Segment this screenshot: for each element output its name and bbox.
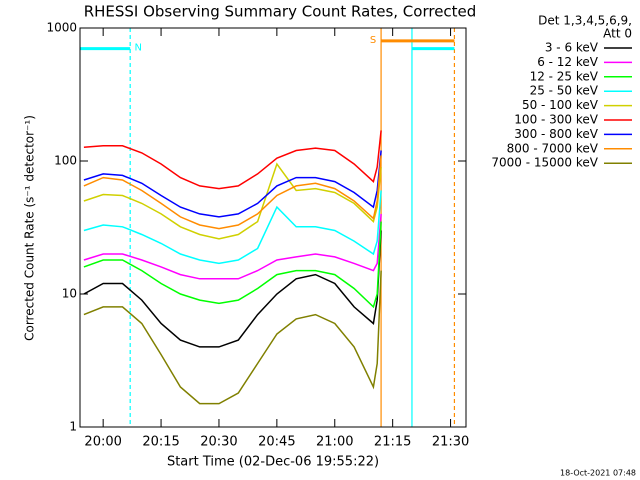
y-tick-label: 1: [69, 420, 77, 434]
series-line: [83, 190, 382, 265]
x-tick-label: 21:30: [432, 435, 469, 450]
series-line: [83, 155, 382, 230]
legend-label: 800 - 7000 keV: [507, 141, 599, 155]
legend-label: 3 - 6 keV: [545, 41, 599, 55]
series-line: [83, 221, 382, 309]
series-line: [83, 213, 382, 280]
series-line: [83, 162, 382, 240]
legend-header: Att 0: [603, 27, 632, 41]
y-axis-label: Corrected Count Rate (s⁻¹ detector⁻¹): [23, 115, 37, 341]
legend-label: 12 - 25 keV: [530, 69, 599, 83]
series-line: [83, 270, 382, 405]
legend-label: 300 - 800 keV: [514, 127, 598, 141]
legend-label: 6 - 12 keV: [537, 55, 599, 69]
x-tick-label: 21:15: [374, 435, 411, 450]
legend-label: 50 - 100 keV: [522, 98, 599, 112]
x-tick-label: 20:45: [258, 435, 295, 450]
legend-label: 7000 - 15000 keV: [491, 156, 598, 170]
x-axis-label: Start Time (02-Dec-06 19:55:22): [167, 455, 379, 470]
flag-label: N: [134, 43, 141, 54]
x-tick-label: 20:15: [142, 435, 179, 450]
series-line: [83, 130, 382, 190]
plot-frame: [79, 27, 467, 428]
series-line: [83, 150, 382, 218]
x-tick-label: 21:00: [316, 435, 353, 450]
x-tick-label: 20:30: [200, 435, 237, 450]
chart-title: RHESSI Observing Summary Count Rates, Co…: [84, 3, 477, 21]
timestamp: 18-Oct-2021 07:48: [560, 469, 636, 478]
x-tick-label: 20:00: [84, 435, 121, 450]
legend-label: 25 - 50 keV: [530, 84, 599, 98]
y-tick-label: 100: [54, 154, 77, 168]
legend-label: 100 - 300 keV: [514, 113, 598, 127]
flag-label: S: [370, 35, 376, 46]
legend-header: Det 1,3,4,5,6,9,: [538, 14, 632, 28]
y-tick-label: 1000: [46, 21, 77, 35]
series-line: [83, 230, 382, 348]
y-tick-label: 10: [62, 287, 77, 301]
